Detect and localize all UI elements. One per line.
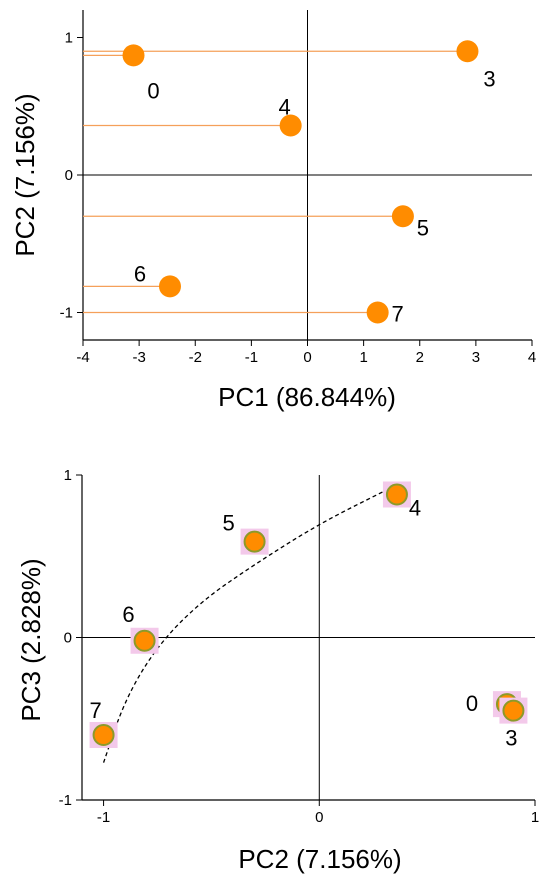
x-tick-label: 1 bbox=[531, 809, 539, 826]
point-label-6: 6 bbox=[134, 261, 146, 286]
y-tick-label: 0 bbox=[64, 630, 72, 647]
point-label-5: 5 bbox=[417, 215, 429, 240]
point-label-4: 4 bbox=[409, 496, 421, 521]
point-label-7: 7 bbox=[392, 302, 404, 327]
x-tick-label: -1 bbox=[97, 809, 110, 826]
x-tick-label: -2 bbox=[189, 349, 202, 366]
data-point-6 bbox=[158, 275, 181, 298]
data-point-0 bbox=[122, 44, 145, 67]
point-label-3: 3 bbox=[505, 726, 517, 751]
y-axis-title: PC3 (2.828%) bbox=[16, 558, 46, 721]
point-label-0: 0 bbox=[466, 691, 478, 716]
x-tick-label: 1 bbox=[359, 349, 367, 366]
point-label-7: 7 bbox=[89, 698, 101, 723]
y-tick-label: -1 bbox=[60, 305, 73, 322]
data-point-5 bbox=[391, 205, 414, 228]
y-tick-label: 1 bbox=[65, 30, 73, 47]
data-point-4 bbox=[279, 114, 302, 137]
point-label-5: 5 bbox=[222, 511, 234, 536]
x-tick-label: -1 bbox=[245, 349, 258, 366]
data-point-7 bbox=[92, 724, 115, 746]
x-tick-label: 0 bbox=[303, 349, 311, 366]
data-point-7 bbox=[366, 301, 389, 324]
x-axis-title: PC2 (7.156%) bbox=[238, 844, 401, 874]
x-tick-label: 2 bbox=[416, 349, 424, 366]
y-tick-label: 1 bbox=[64, 467, 72, 484]
data-point-3 bbox=[502, 699, 525, 722]
x-tick-label: -3 bbox=[132, 349, 145, 366]
data-point-3 bbox=[456, 40, 479, 63]
x-tick-label: -4 bbox=[76, 349, 89, 366]
y-tick-label: -1 bbox=[59, 792, 72, 809]
trend-curve bbox=[102, 490, 385, 763]
x-tick-label: 3 bbox=[472, 349, 480, 366]
x-tick-label: 4 bbox=[528, 349, 536, 366]
pca-pc1-pc2-scatter: -4 -3 -2 -1 0 1 2 3 4 -1 0 1 PC1 (86.844%) PC2 (7.156… bbox=[10, 10, 536, 412]
data-point-5 bbox=[243, 530, 266, 553]
point-label-4: 4 bbox=[279, 95, 291, 120]
x-tick-label: 0 bbox=[315, 809, 323, 826]
x-axis-title: PC1 (86.844%) bbox=[218, 382, 396, 412]
point-label-6: 6 bbox=[122, 602, 134, 627]
data-point-6 bbox=[133, 629, 156, 652]
point-label-0: 0 bbox=[147, 78, 159, 103]
point-label-3: 3 bbox=[483, 66, 495, 91]
y-axis-title: PC2 (7.156%) bbox=[10, 93, 40, 256]
data-point-4 bbox=[385, 483, 408, 506]
pca-pc2-pc3-scatter: -1 0 1 -1 0 1 PC2 (7.156%) PC3 (2.828%) 7 6 5 4 0 3 bbox=[16, 467, 539, 874]
y-tick-label: 0 bbox=[65, 167, 73, 184]
